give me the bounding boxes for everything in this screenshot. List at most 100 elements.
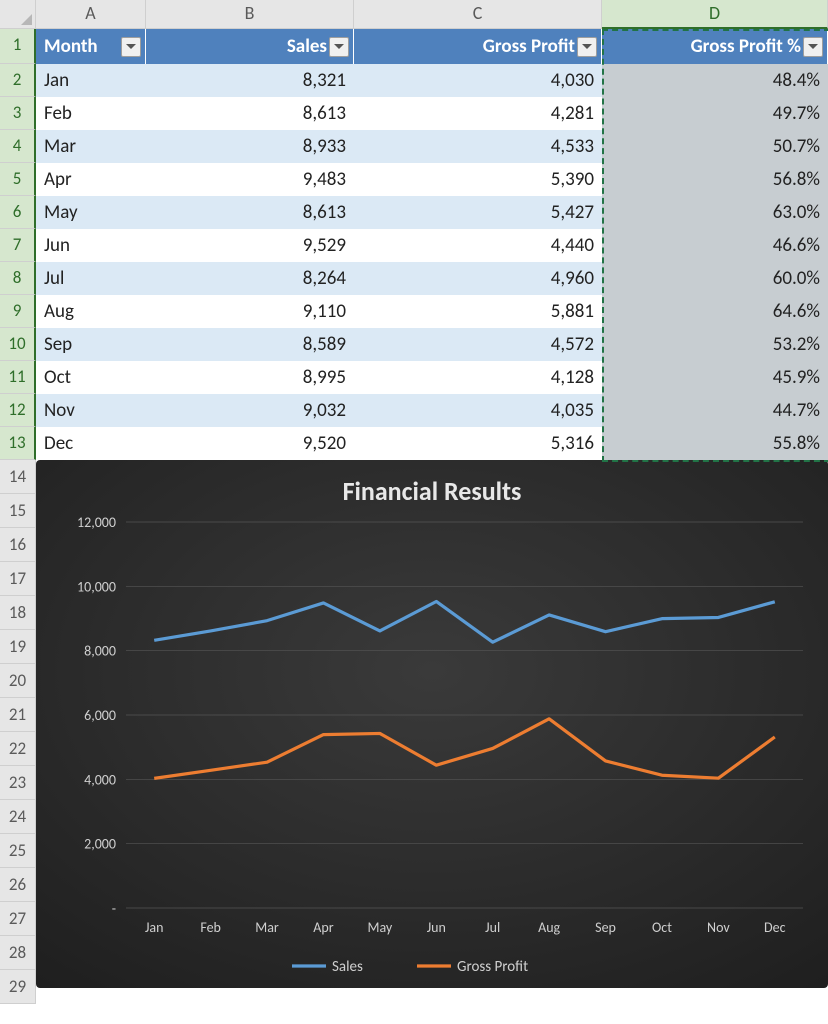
- table-cell[interactable]: 50.7%: [602, 130, 828, 163]
- chart-ytick-label: 12,000: [77, 514, 116, 531]
- select-all-corner[interactable]: [0, 0, 36, 29]
- row-header-9[interactable]: 9: [0, 295, 36, 328]
- table-cell[interactable]: 9,483: [146, 163, 354, 196]
- row-header-17[interactable]: 17: [0, 562, 36, 596]
- row-header-15[interactable]: 15: [0, 494, 36, 528]
- filter-dropdown-icon[interactable]: [329, 37, 349, 57]
- table-cell[interactable]: 8,321: [146, 64, 354, 97]
- table-cell[interactable]: 4,035: [354, 394, 602, 427]
- table-header-cell[interactable]: Month: [36, 29, 146, 64]
- table-cell[interactable]: 56.8%: [602, 163, 828, 196]
- table-cell[interactable]: Feb: [36, 97, 146, 130]
- table-cell[interactable]: May: [36, 196, 146, 229]
- row-header-19[interactable]: 19: [0, 630, 36, 664]
- row-header-3[interactable]: 3: [0, 97, 36, 130]
- financial-results-chart[interactable]: Financial Results-2,0004,0006,0008,00010…: [36, 460, 828, 988]
- chart-xtick-label: Oct: [652, 919, 672, 936]
- table-header-cell[interactable]: Gross Profit: [354, 29, 602, 64]
- table-cell[interactable]: 49.7%: [602, 97, 828, 130]
- column-header-C[interactable]: C: [354, 0, 602, 29]
- table-cell[interactable]: 63.0%: [602, 196, 828, 229]
- row-header-5[interactable]: 5: [0, 163, 36, 196]
- table-cell[interactable]: 4,533: [354, 130, 602, 163]
- table-cell[interactable]: 44.7%: [602, 394, 828, 427]
- row-header-11[interactable]: 11: [0, 361, 36, 394]
- table-cell[interactable]: 45.9%: [602, 361, 828, 394]
- chart-ytick-label: -: [112, 900, 116, 917]
- table-cell[interactable]: 55.8%: [602, 427, 828, 460]
- table-cell[interactable]: 8,933: [146, 130, 354, 163]
- table-cell[interactable]: 5,316: [354, 427, 602, 460]
- row-header-7[interactable]: 7: [0, 229, 36, 262]
- table-cell[interactable]: Aug: [36, 295, 146, 328]
- table-header-label: Gross Profit %: [691, 35, 801, 58]
- table-cell[interactable]: 60.0%: [602, 262, 828, 295]
- row-header-16[interactable]: 16: [0, 528, 36, 562]
- row-header-18[interactable]: 18: [0, 596, 36, 630]
- table-cell[interactable]: 53.2%: [602, 328, 828, 361]
- table-cell[interactable]: Nov: [36, 394, 146, 427]
- table-cell[interactable]: 8,264: [146, 262, 354, 295]
- table-cell[interactable]: 9,032: [146, 394, 354, 427]
- filter-dropdown-icon[interactable]: [803, 37, 823, 57]
- table-cell[interactable]: 5,427: [354, 196, 602, 229]
- row-header-25[interactable]: 25: [0, 834, 36, 868]
- row-header-12[interactable]: 12: [0, 394, 36, 427]
- row-header-24[interactable]: 24: [0, 800, 36, 834]
- table-cell[interactable]: 8,613: [146, 97, 354, 130]
- table-cell[interactable]: 4,030: [354, 64, 602, 97]
- table-cell[interactable]: Sep: [36, 328, 146, 361]
- table-cell[interactable]: Dec: [36, 427, 146, 460]
- table-cell[interactable]: 4,960: [354, 262, 602, 295]
- table-cell[interactable]: 4,281: [354, 97, 602, 130]
- chart-ytick-label: 4,000: [84, 771, 116, 788]
- table-cell[interactable]: 46.6%: [602, 229, 828, 262]
- row-header-29[interactable]: 29: [0, 970, 36, 1004]
- table-cell[interactable]: Jan: [36, 64, 146, 97]
- table-cell[interactable]: 48.4%: [602, 64, 828, 97]
- table-cell[interactable]: 5,390: [354, 163, 602, 196]
- filter-dropdown-icon[interactable]: [121, 37, 141, 57]
- row-header-22[interactable]: 22: [0, 732, 36, 766]
- table-cell[interactable]: Jul: [36, 262, 146, 295]
- table-cell[interactable]: Mar: [36, 130, 146, 163]
- row-header-8[interactable]: 8: [0, 262, 36, 295]
- table-cell[interactable]: 4,128: [354, 361, 602, 394]
- table-cell[interactable]: Jun: [36, 229, 146, 262]
- table-cell[interactable]: 4,440: [354, 229, 602, 262]
- filter-dropdown-icon[interactable]: [577, 37, 597, 57]
- chart-container[interactable]: Financial Results-2,0004,0006,0008,00010…: [36, 460, 828, 988]
- chart-xtick-label: May: [367, 919, 392, 936]
- row-header-23[interactable]: 23: [0, 766, 36, 800]
- table-cell[interactable]: 64.6%: [602, 295, 828, 328]
- table-cell[interactable]: 5,881: [354, 295, 602, 328]
- row-header-6[interactable]: 6: [0, 196, 36, 229]
- row-header-2[interactable]: 2: [0, 64, 36, 97]
- table-cell[interactable]: 4,572: [354, 328, 602, 361]
- row-header-10[interactable]: 10: [0, 328, 36, 361]
- column-header-A[interactable]: A: [36, 0, 146, 29]
- row-header-27[interactable]: 27: [0, 902, 36, 936]
- row-header-28[interactable]: 28: [0, 936, 36, 970]
- row-header-4[interactable]: 4: [0, 130, 36, 163]
- row-header-21[interactable]: 21: [0, 698, 36, 732]
- column-header-B[interactable]: B: [146, 0, 354, 29]
- table-cell[interactable]: 9,520: [146, 427, 354, 460]
- row-header-13[interactable]: 13: [0, 427, 36, 460]
- chart-ytick-label: 8,000: [84, 643, 116, 660]
- table-cell[interactable]: Apr: [36, 163, 146, 196]
- row-header-1[interactable]: 1: [0, 29, 36, 64]
- table-cell[interactable]: 9,529: [146, 229, 354, 262]
- table-header-cell[interactable]: Sales: [146, 29, 354, 64]
- table-cell[interactable]: 8,613: [146, 196, 354, 229]
- legend-label: Sales: [332, 958, 363, 976]
- table-cell[interactable]: 9,110: [146, 295, 354, 328]
- table-cell[interactable]: Oct: [36, 361, 146, 394]
- table-cell[interactable]: 8,995: [146, 361, 354, 394]
- table-cell[interactable]: 8,589: [146, 328, 354, 361]
- column-header-D[interactable]: D: [602, 0, 828, 29]
- row-header-26[interactable]: 26: [0, 868, 36, 902]
- table-header-cell[interactable]: Gross Profit %: [602, 29, 828, 64]
- row-header-14[interactable]: 14: [0, 460, 36, 494]
- row-header-20[interactable]: 20: [0, 664, 36, 698]
